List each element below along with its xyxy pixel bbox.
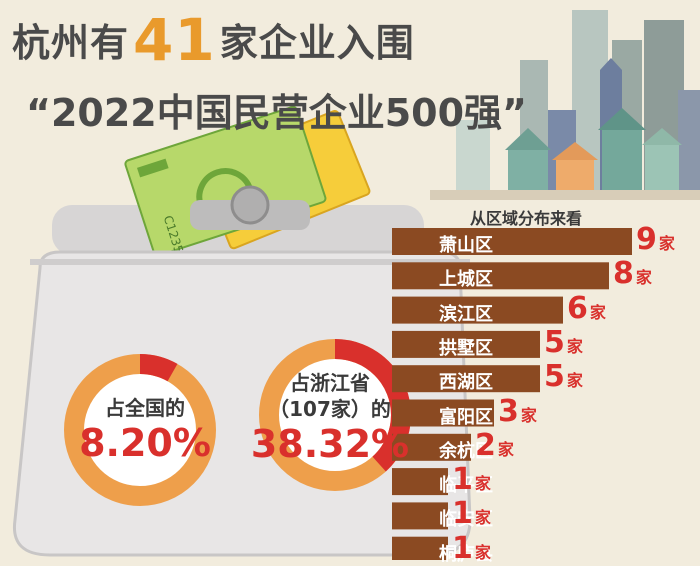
ring-province-caption1: 占浙江省 [290, 371, 370, 395]
bar-category-label: 富阳区 [439, 406, 493, 428]
title-prefix: 杭州有 [12, 21, 130, 65]
bar-category-label: 拱墅区 [439, 337, 493, 359]
bar [392, 262, 609, 290]
bar-category-label: 上城区 [439, 269, 493, 291]
ring-national-text: 占全国的 8.20% [60, 395, 230, 465]
bar [392, 399, 494, 427]
ring-province-text: 占浙江省 （107家）的 38.32% [250, 370, 410, 466]
bar-category-label: 临安区 [439, 509, 493, 531]
ring-province-value: 38.32% [250, 422, 410, 466]
title-number: 41 [133, 6, 216, 74]
title-suffix: 家企业入围 [219, 21, 415, 65]
page-title: 杭州有41 家企业入围 [12, 6, 415, 74]
buildings-icon [430, 10, 700, 200]
bar-category-label: 临平区 [439, 475, 493, 497]
bar-category-label: 桐庐县 [439, 543, 493, 565]
ring-national-value: 8.20% [79, 421, 211, 465]
bar [392, 296, 563, 324]
bar [392, 502, 448, 530]
page-subtitle: “2022中国民营企业500强” [26, 91, 528, 135]
bar-chart [392, 228, 632, 560]
chart-title: 从区域分布来看 [470, 209, 583, 228]
bar [392, 228, 632, 255]
bar-category-label: 滨江区 [439, 303, 493, 325]
ring-province-caption2: （107家）的 [269, 397, 391, 421]
ring-national-caption: 占全国的 [105, 396, 185, 420]
bar [392, 365, 540, 393]
bar-category-label: 西湖区 [439, 372, 493, 394]
bar-category-label: 余杭区 [439, 440, 493, 462]
bar [392, 536, 448, 560]
bar-category-label: 萧山区 [439, 235, 493, 256]
ring-fill-arc [64, 354, 216, 506]
bar [392, 468, 448, 496]
bar [392, 433, 471, 461]
bar [392, 330, 540, 358]
